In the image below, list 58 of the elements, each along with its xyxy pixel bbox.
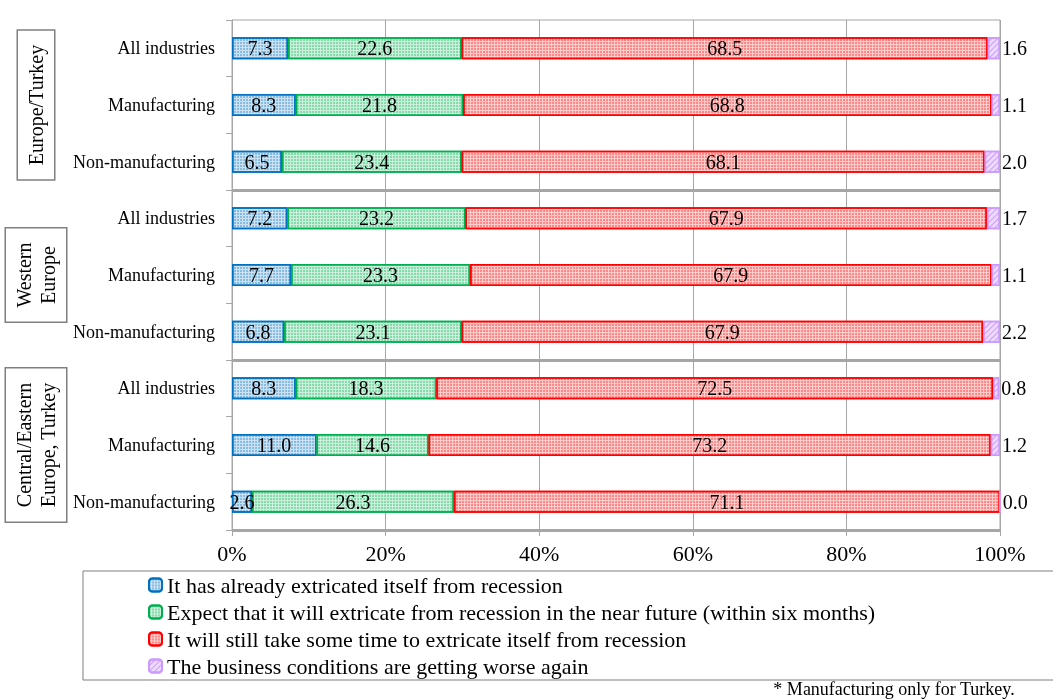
text: * Manufacturing only for Turkey. bbox=[773, 679, 1015, 699]
text: Western Europe bbox=[13, 242, 60, 308]
data-label: 6.8 bbox=[245, 320, 271, 343]
data-label: 67.9 bbox=[713, 264, 749, 286]
data-label: 23.4 bbox=[354, 150, 390, 173]
legend-label: The business conditions are getting worse again bbox=[167, 653, 589, 679]
y-tick-label: Manufacturing bbox=[108, 265, 215, 285]
y-tick-label: Non-manufacturing bbox=[73, 491, 215, 512]
y-tick-label: All industries bbox=[117, 378, 215, 399]
data-label: 1.6 bbox=[1002, 37, 1027, 60]
data-label: 23.3 bbox=[363, 264, 399, 286]
x-tick-label: 20% bbox=[365, 540, 406, 566]
data-label: 18.3 bbox=[348, 377, 384, 400]
x-tick-label: 80% bbox=[826, 540, 867, 566]
data-label: 23.1 bbox=[355, 320, 391, 343]
data-label: 68.5 bbox=[707, 37, 743, 60]
data-label: 11.0 bbox=[257, 434, 292, 456]
data-label: 68.1 bbox=[705, 150, 741, 173]
text: Central/Eastern Europe, Turkey bbox=[13, 382, 60, 508]
y-tick-label: Non-manufacturing bbox=[73, 321, 215, 342]
x-tick-label: 0% bbox=[217, 540, 247, 566]
data-label: 22.6 bbox=[357, 37, 393, 60]
data-label: 73.2 bbox=[692, 434, 728, 456]
data-label: 67.9 bbox=[704, 320, 740, 343]
data-label: 71.1 bbox=[709, 490, 745, 513]
data-label: 8.3 bbox=[251, 377, 277, 400]
data-label: 68.8 bbox=[709, 94, 745, 116]
data-label: 14.6 bbox=[355, 434, 391, 456]
data-label: 1.7 bbox=[1002, 207, 1027, 230]
data-label: 2.2 bbox=[1002, 320, 1027, 343]
x-tick-label: 60% bbox=[672, 540, 713, 566]
data-label: 7.3 bbox=[247, 37, 273, 60]
data-label: 23.2 bbox=[358, 207, 394, 230]
data-label: 0.0 bbox=[1002, 490, 1028, 513]
data-label: 1.1 bbox=[1002, 94, 1027, 116]
y-tick-label: All industries bbox=[117, 208, 215, 229]
data-label: 67.9 bbox=[708, 207, 744, 230]
data-label: 2.0 bbox=[1002, 150, 1027, 173]
y-tick-label: Manufacturing bbox=[108, 95, 215, 115]
y-tick-label: Non-manufacturing bbox=[73, 151, 215, 172]
y-tick-label: Manufacturing bbox=[108, 435, 215, 455]
data-label: 72.5 bbox=[697, 377, 733, 400]
data-label: 7.7 bbox=[249, 264, 275, 286]
legend-label: It will still take some time to extricate itself from recession bbox=[167, 626, 687, 652]
data-label: 1.2 bbox=[1002, 434, 1027, 456]
text: Europe/Turkey bbox=[25, 44, 48, 166]
data-label: 8.3 bbox=[251, 94, 277, 116]
data-label: 26.3 bbox=[335, 490, 371, 513]
y-tick-label: All industries bbox=[117, 38, 215, 59]
data-label: 7.2 bbox=[247, 207, 273, 230]
data-label: 1.1 bbox=[1002, 264, 1027, 286]
data-label: 21.8 bbox=[361, 94, 397, 116]
legend-label: It has already extricated itself from recession bbox=[167, 572, 563, 598]
x-tick-label: 100% bbox=[974, 540, 1026, 566]
data-label: 6.5 bbox=[244, 150, 270, 173]
legend-label: Expect that it will extricate from recession in the near future (within six months) bbox=[167, 599, 876, 625]
data-label: 0.8 bbox=[1001, 377, 1027, 400]
x-tick-label: 40% bbox=[519, 540, 560, 566]
